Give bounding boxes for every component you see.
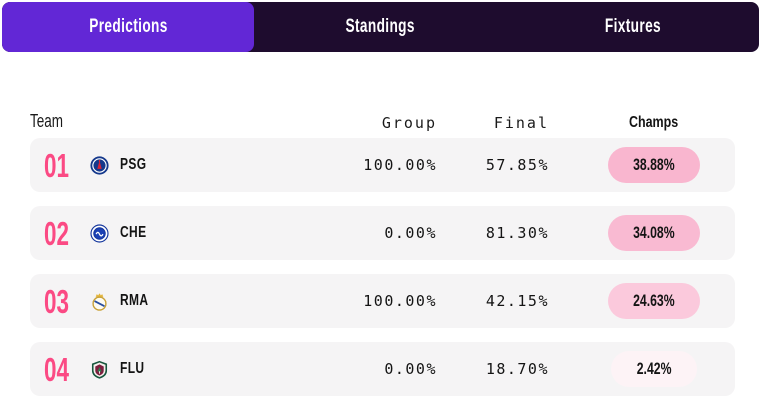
team-code: FLU	[120, 360, 145, 377]
table-row[interactable]: 04 FLU 0.00% 18.70% 2.42%	[30, 342, 735, 396]
tab-fixtures[interactable]: Fixtures	[507, 2, 759, 52]
group-probability: 100.00%	[363, 156, 437, 174]
final-probability: 42.15%	[485, 292, 549, 310]
final-probability: 57.85%	[485, 156, 549, 174]
column-header-team: Team	[30, 111, 64, 131]
tab-standings[interactable]: Standings	[254, 2, 506, 52]
chelsea-crest-icon	[90, 223, 109, 243]
fluminense-crest-icon	[90, 360, 109, 379]
psg-crest-icon	[90, 155, 109, 175]
table-header-row: Team Group Final Champs	[30, 104, 735, 138]
group-probability: 100.00%	[363, 292, 437, 310]
team-code: RMA	[120, 292, 149, 309]
final-probability: 18.70%	[485, 360, 549, 378]
table-row[interactable]: 03 RMA 100.00% 42.15% 24.63%	[30, 274, 735, 328]
final-probability: 81.30%	[485, 224, 549, 242]
champs-probability: 24.63%	[633, 291, 675, 310]
tab-bar: Predictions Standings Fixtures	[2, 2, 759, 52]
rank-number: 03	[44, 282, 69, 320]
tab-predictions-label: Predictions	[88, 16, 168, 37]
champs-probability-pill: 2.42%	[611, 351, 697, 387]
champs-probability: 38.88%	[633, 155, 675, 174]
tab-predictions[interactable]: Predictions	[2, 2, 255, 52]
table-row[interactable]: 02 CHE 0.00% 81.30% 34.08%	[30, 206, 735, 260]
column-header-final: Final	[493, 114, 549, 132]
champs-probability-pill: 34.08%	[608, 215, 700, 251]
tab-standings-label: Standings	[345, 16, 416, 37]
champs-probability: 34.08%	[633, 223, 675, 242]
tab-fixtures-label: Fixtures	[604, 16, 661, 37]
team-code: CHE	[120, 224, 147, 241]
group-probability: 0.00%	[384, 224, 437, 242]
champs-probability: 2.42%	[636, 359, 672, 378]
predictions-table: Team Group Final Champs 01 PSG 100.00% 5…	[30, 52, 735, 410]
real-madrid-crest-icon	[90, 292, 109, 311]
rank-number: 04	[44, 350, 69, 388]
champs-probability-pill: 38.88%	[608, 147, 700, 183]
column-header-champs: Champs	[629, 114, 679, 131]
rank-number: 02	[44, 214, 69, 252]
column-header-group: Group	[381, 114, 437, 132]
table-row[interactable]: 01 PSG 100.00% 57.85% 38.88%	[30, 138, 735, 192]
team-code: PSG	[120, 156, 147, 173]
champs-probability-pill: 24.63%	[608, 283, 700, 319]
group-probability: 0.00%	[384, 360, 437, 378]
rank-number: 01	[44, 146, 69, 184]
